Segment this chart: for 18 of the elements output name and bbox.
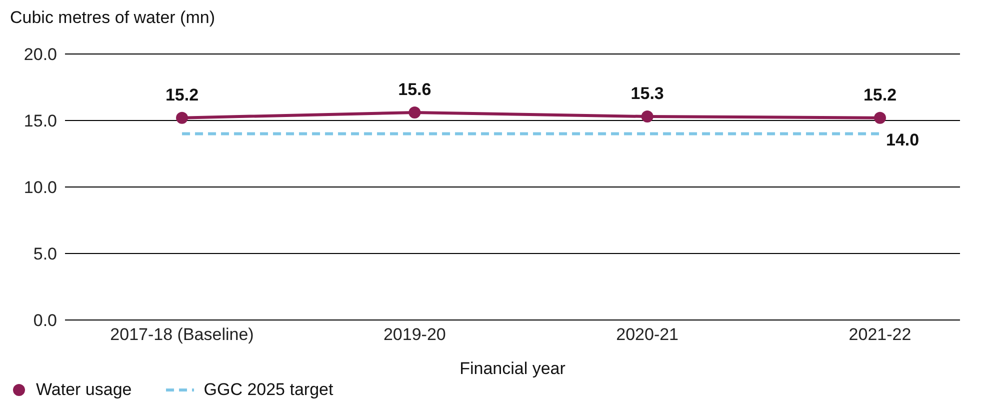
y-axis-title: Cubic metres of water (mn) xyxy=(9,8,216,29)
y-tick-label: 20.0 xyxy=(24,45,57,64)
x-tick-label: 2017-18 (Baseline) xyxy=(110,325,254,344)
y-tick-label: 0.0 xyxy=(33,311,57,330)
x-tick-label: 2021-22 xyxy=(848,325,912,344)
y-tick-label: 5.0 xyxy=(33,244,57,264)
data-label: 15.2 xyxy=(863,85,897,104)
y-tick-label: 15.0 xyxy=(24,112,57,131)
data-label: 15.2 xyxy=(165,85,199,104)
data-label: 14.0 xyxy=(886,130,920,150)
y-tick-label: 10.0 xyxy=(24,178,57,198)
legend-label: GGC 2025 target xyxy=(204,380,334,400)
data-label: 15.3 xyxy=(630,84,664,103)
x-tick-label: 2019-20 xyxy=(383,325,446,344)
x-tick-label: 2020-21 xyxy=(616,325,679,344)
legend-label: Water usage xyxy=(36,380,132,400)
data-label: 15.6 xyxy=(398,80,432,100)
x-axis-title: Financial year xyxy=(460,359,566,378)
